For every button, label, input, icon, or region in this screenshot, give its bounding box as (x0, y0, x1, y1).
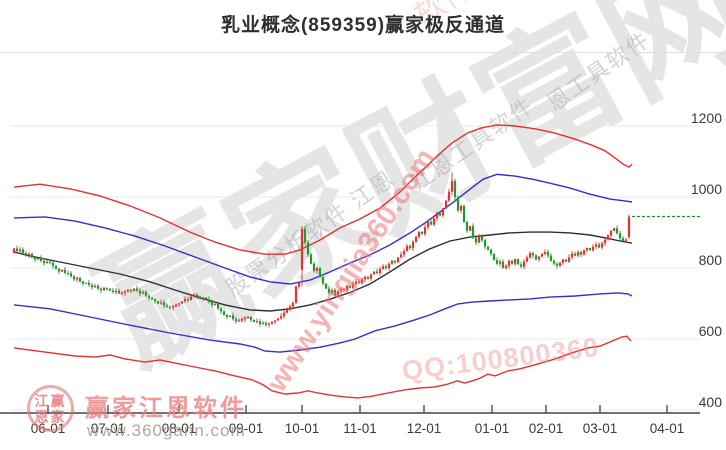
x-tick-label: 10-01 (285, 421, 320, 436)
x-axis: 06-01 07-01 08-01 09-01 10-01 11-01 12-01 01-01… (0, 405, 700, 436)
channel-upper-blue (13, 173, 633, 285)
chart-title: 乳业概念(859359)赢家极反通道 (220, 15, 506, 36)
svg-text:600: 600 (699, 323, 723, 339)
x-tick-label: 08-01 (162, 421, 197, 436)
candles (12, 172, 631, 328)
svg-text:800: 800 (699, 252, 723, 268)
channel-middle-black (13, 231, 633, 312)
seal-text-row1: 江赢 (34, 392, 67, 409)
channel-lines (13, 124, 633, 399)
brand-name: 赢家江恩软件 (85, 395, 247, 422)
y-axis-labels: 1200 1000 800 600 400 (691, 110, 722, 410)
x-tick-label: 09-01 (229, 421, 264, 436)
title-divider (0, 52, 726, 53)
gridlines (10, 125, 700, 411)
brand-url: www.360gann.com (87, 421, 246, 440)
x-tick-label: 07-01 (91, 421, 126, 436)
channel-upper-red (13, 124, 633, 255)
x-tick-label: 12-01 (407, 421, 442, 436)
channel-lower-blue (13, 292, 633, 353)
x-tick-label: 02-01 (529, 421, 564, 436)
x-tick-label: 04-01 (650, 421, 685, 436)
x-tick-label: 11-01 (343, 421, 377, 436)
seal-text-row2: 恩家 (34, 408, 67, 425)
svg-text:1000: 1000 (691, 181, 722, 197)
svg-text:400: 400 (699, 394, 723, 410)
x-tick-label: 03-01 (583, 421, 618, 436)
channel-lower-red (13, 335, 632, 399)
brand-seal-icon: 江赢 恩家 (27, 385, 74, 432)
x-tick-label: 01-01 (475, 421, 510, 436)
svg-text:1200: 1200 (691, 110, 722, 126)
